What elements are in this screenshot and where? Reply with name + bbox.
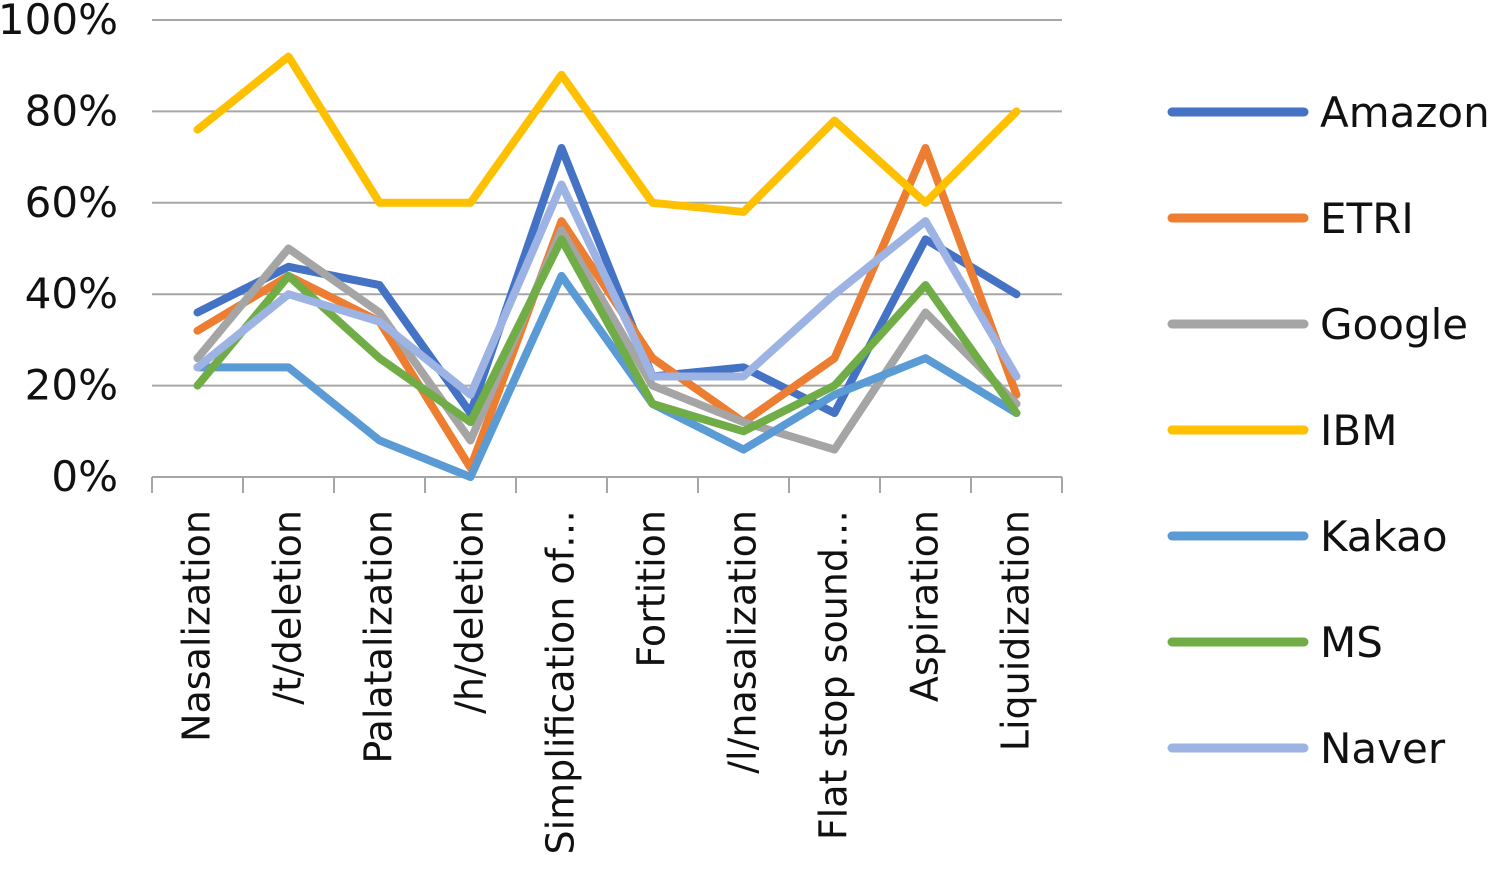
y-tick-label: 40% [25,269,118,318]
y-tick-label: 60% [25,178,118,227]
series-line-kakao [193,271,1021,481]
series-line-google [193,226,1021,454]
x-tick-label: /h/deletion [448,510,492,714]
x-tick-label: Flat stop sound… [812,510,856,840]
legend: Amazon ETRI Google IBM Kakao MS Naver [1167,88,1490,773]
y-tick-label: 100% [0,0,118,44]
legend-label: Google [1320,300,1468,349]
x-tick-label: Fortition [630,510,674,668]
legend-label: ETRI [1320,194,1414,243]
y-tick-label: 20% [25,361,118,410]
x-tick-label: Simplification of… [539,510,583,855]
series-lines [193,52,1021,481]
series-line-naver [193,180,1021,399]
y-tick-label: 80% [25,86,118,135]
x-tick-labels: Nasalization/t/deletion Palatalization/h/… [175,510,1038,855]
y-tick-label: 0% [51,452,118,501]
x-tick-label: Liquidization [994,510,1038,751]
x-tick-label: /l/nasalization [721,510,765,774]
legend-label: Naver [1320,724,1446,773]
series-line-ms [193,235,1021,436]
legend-label: IBM [1320,406,1397,455]
x-tick-label: Nasalization [175,510,219,742]
axes [151,477,1063,493]
legend-label: Amazon [1320,88,1490,137]
legend-label: Kakao [1320,512,1448,561]
series-line-ibm [193,52,1021,216]
legend-label: MS [1320,618,1383,667]
x-tick-label: Palatalization [357,510,401,764]
x-tick-label: Aspiration [903,510,947,702]
x-tick-label: /t/deletion [266,510,310,705]
y-tick-labels: 0% 20% 40% 60% 80% 100% [0,0,118,501]
